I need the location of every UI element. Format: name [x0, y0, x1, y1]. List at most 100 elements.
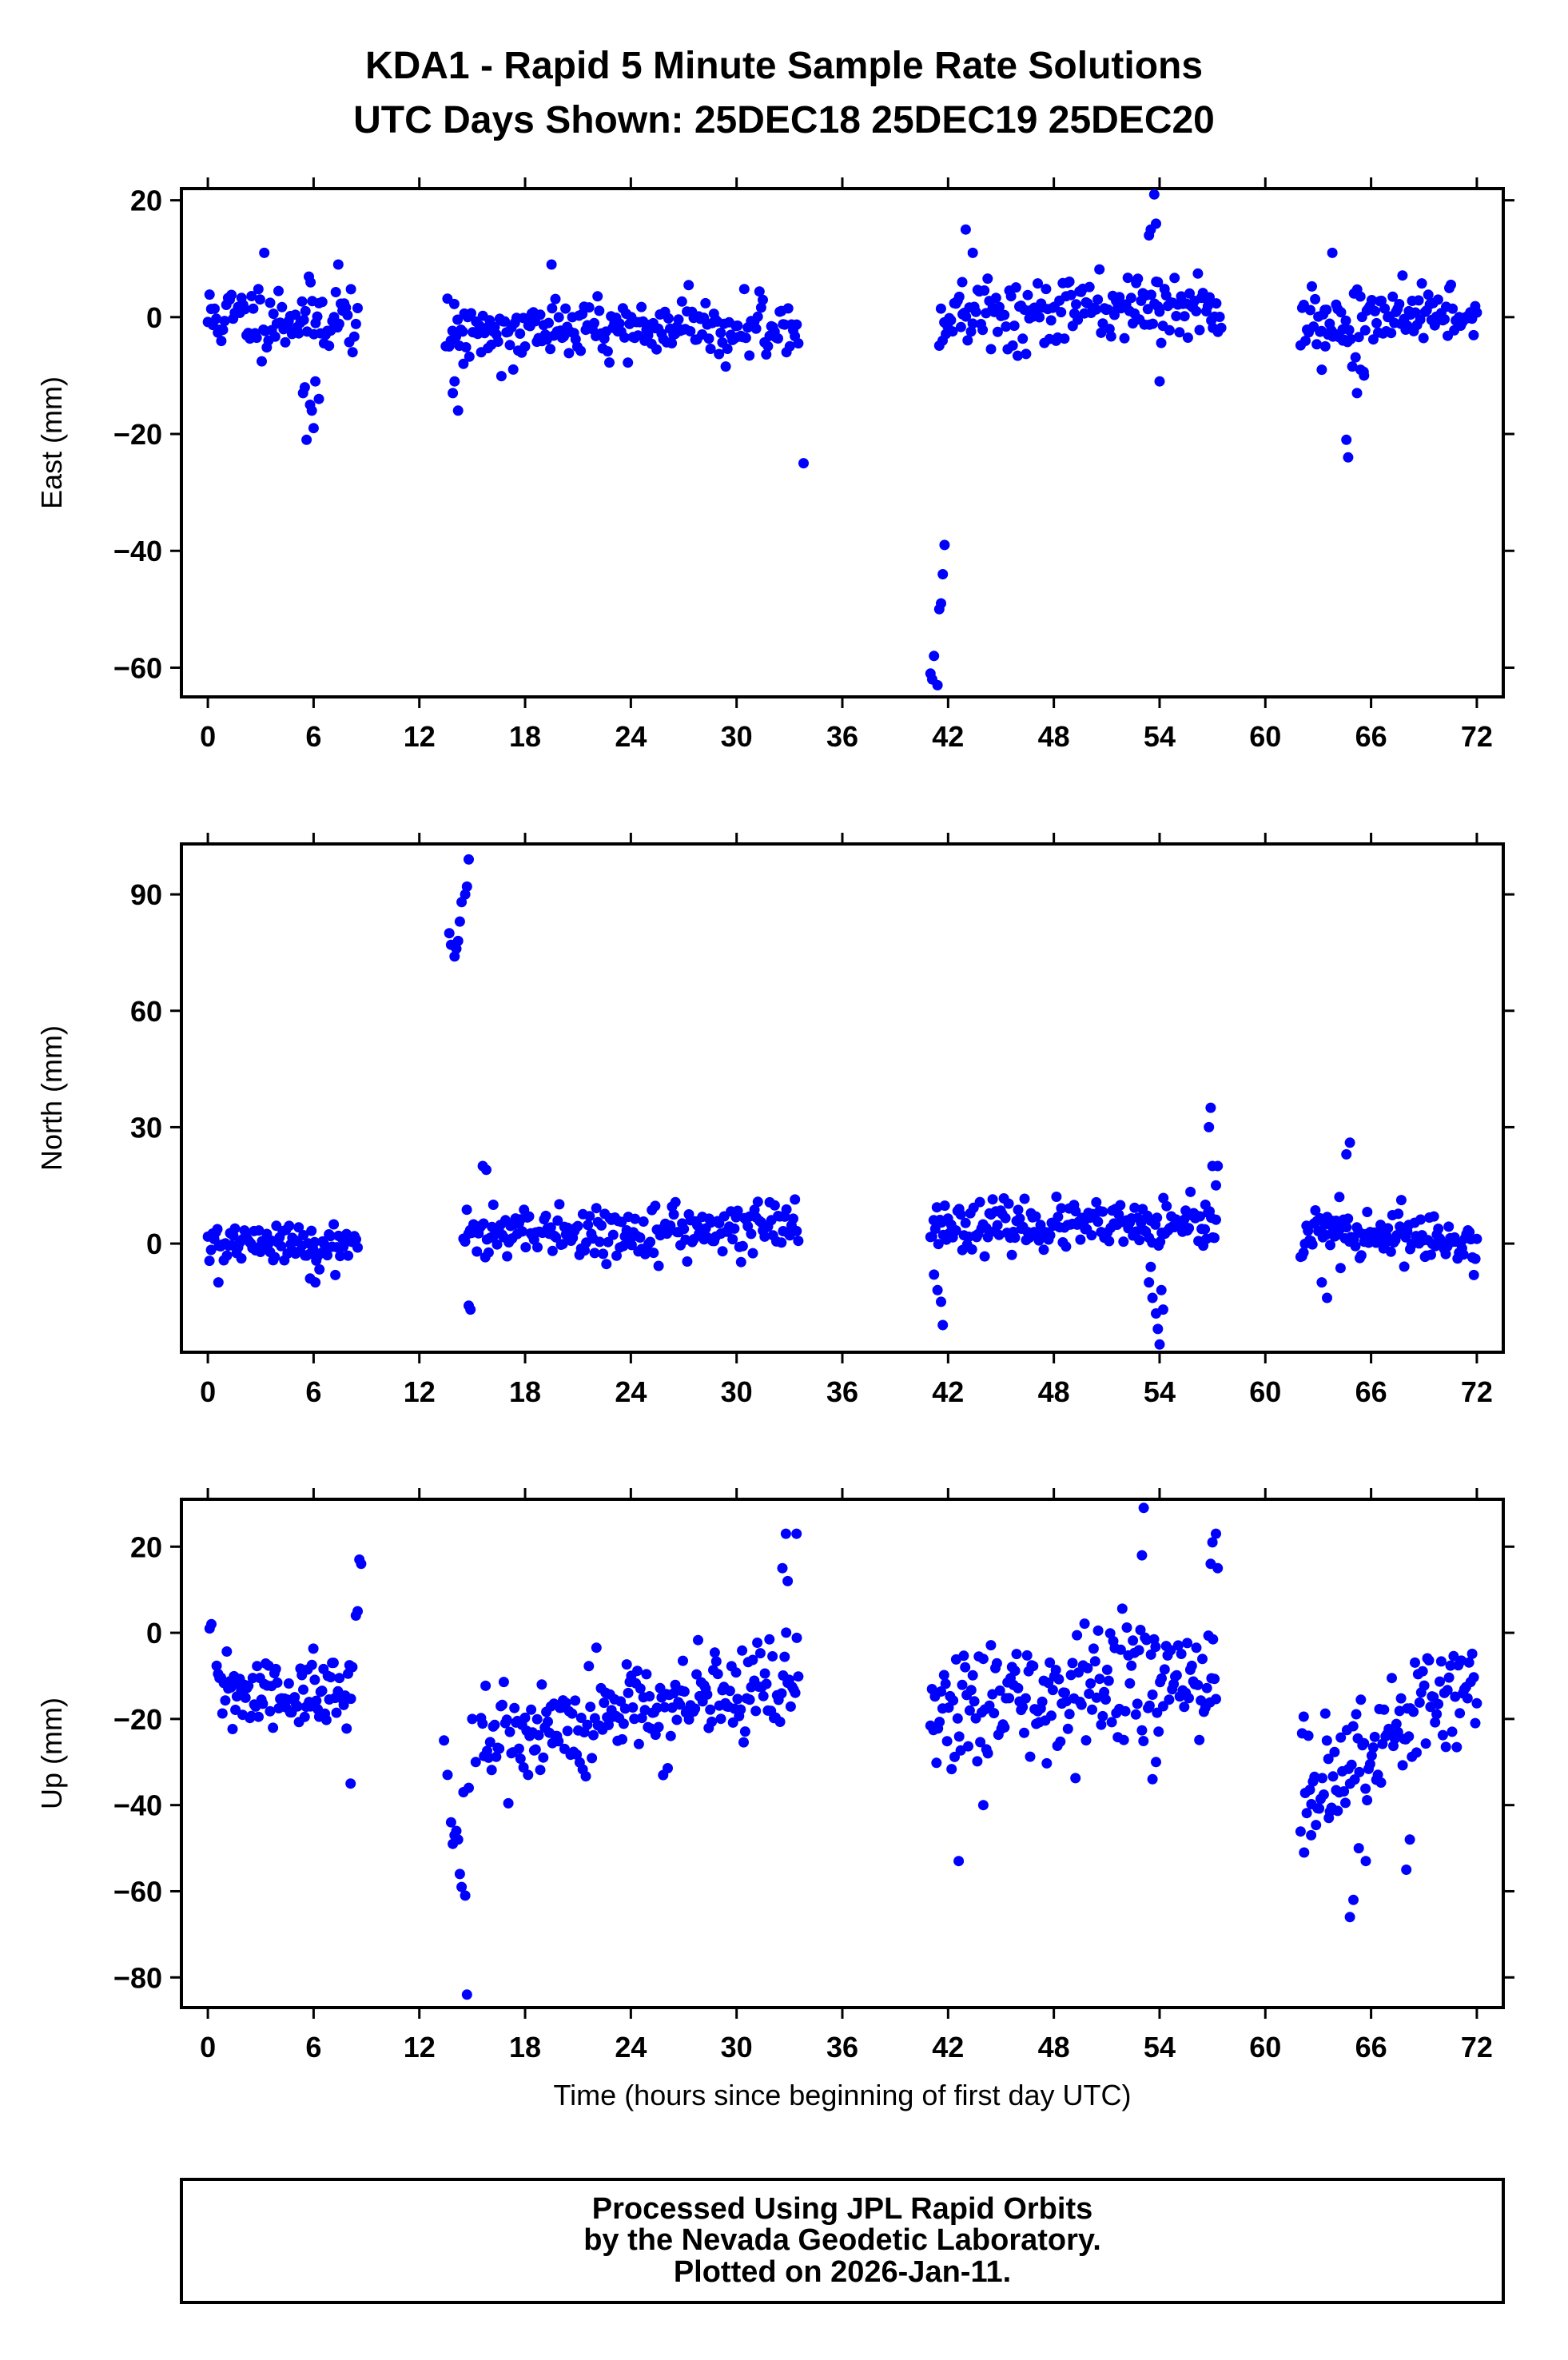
up-data-point — [1323, 1813, 1335, 1824]
up-data-point — [1009, 1666, 1021, 1677]
north-data-point — [461, 881, 472, 892]
east-data-point — [1214, 312, 1225, 322]
east-data-point — [216, 336, 227, 347]
east-data-point — [1371, 317, 1382, 328]
up-data-point — [739, 1726, 750, 1737]
up-data-point — [1346, 1759, 1357, 1770]
up-data-point — [1347, 1721, 1359, 1732]
up-x-tick-label: 0 — [200, 2031, 216, 2064]
east-data-point — [1307, 281, 1317, 292]
east-data-point — [535, 309, 546, 320]
east-y-axis-label: East (mm) — [35, 376, 68, 509]
up-data-point — [467, 1713, 478, 1725]
east-data-point — [1416, 278, 1427, 289]
east-data-point — [345, 284, 356, 295]
east-data-point — [715, 328, 726, 338]
up-data-point — [1435, 1676, 1445, 1687]
up-data-point — [730, 1667, 742, 1678]
up-data-point — [1463, 1657, 1474, 1668]
north-data-point — [732, 1205, 743, 1216]
east-data-point — [352, 303, 363, 313]
up-data-point — [328, 1658, 339, 1669]
east-data-point — [937, 569, 949, 579]
north-data-point — [520, 1242, 531, 1253]
east-data-point — [722, 344, 733, 354]
east-data-point — [676, 296, 687, 307]
up-data-point — [977, 1800, 989, 1811]
up-data-point — [952, 1713, 963, 1724]
north-data-point — [1131, 1226, 1142, 1237]
north-data-point — [682, 1256, 693, 1267]
up-data-point — [953, 1731, 965, 1742]
up-data-point — [941, 1736, 953, 1747]
up-data-point — [585, 1701, 596, 1713]
east-data-point — [1065, 289, 1077, 300]
east-data-point — [683, 280, 694, 291]
east-data-point — [1347, 361, 1358, 372]
east-data-point — [1300, 336, 1311, 346]
up-data-point — [1197, 1654, 1208, 1665]
north-data-point — [638, 1216, 649, 1227]
up-data-point — [1435, 1656, 1447, 1667]
north-data-point — [523, 1211, 535, 1222]
north-data-point — [325, 1231, 336, 1242]
north-data-point — [1204, 1121, 1215, 1132]
up-y-tick-label: 0 — [146, 1617, 162, 1650]
east-data-point — [1041, 284, 1052, 295]
north-data-point — [306, 1225, 317, 1236]
east-data-point — [342, 309, 353, 320]
north-x-tick-label: 36 — [826, 1375, 858, 1408]
up-data-point — [1462, 1693, 1473, 1704]
up-data-point — [439, 1735, 450, 1746]
north-data-point — [626, 1240, 637, 1251]
up-data-point — [691, 1669, 702, 1680]
east-x-tick-label: 30 — [721, 720, 753, 753]
north-data-point — [1350, 1240, 1361, 1252]
up-data-point — [1194, 1734, 1205, 1745]
north-data-point — [309, 1236, 320, 1248]
east-data-point — [1148, 189, 1160, 200]
up-data-point — [489, 1719, 500, 1730]
up-data-point — [442, 1769, 453, 1781]
north-data-point — [607, 1229, 619, 1240]
up-data-point — [217, 1708, 228, 1719]
up-data-point — [1367, 1742, 1379, 1753]
up-data-point — [744, 1694, 755, 1705]
north-data-point — [483, 1247, 494, 1258]
up-data-point — [1431, 1709, 1443, 1720]
up-data-point — [1397, 1760, 1408, 1771]
east-data-point — [1132, 273, 1144, 285]
up-data-point — [1164, 1694, 1175, 1705]
east-data-point — [273, 285, 284, 296]
up-data-point — [934, 1717, 945, 1728]
east-data-point — [1359, 324, 1371, 336]
up-data-point — [265, 1705, 276, 1717]
up-data-point — [936, 1686, 946, 1697]
up-data-point — [582, 1719, 593, 1730]
up-data-point — [1207, 1537, 1218, 1548]
east-data-point — [1007, 340, 1018, 351]
north-data-point — [460, 889, 471, 900]
north-data-point — [747, 1248, 758, 1259]
up-data-point — [1391, 1718, 1402, 1729]
north-data-point — [572, 1220, 583, 1232]
north-data-point — [788, 1213, 798, 1224]
north-data-point — [1051, 1192, 1062, 1202]
east-data-point — [929, 651, 940, 662]
up-data-point — [220, 1695, 231, 1706]
up-data-point — [727, 1717, 738, 1728]
up-data-point — [1152, 1707, 1163, 1718]
north-x-tick-label: 18 — [509, 1375, 541, 1408]
up-y-tick-label: −20 — [113, 1703, 162, 1736]
north-data-point — [601, 1259, 612, 1270]
east-data-point — [254, 294, 265, 305]
up-data-point — [1335, 1732, 1347, 1743]
up-data-point — [1132, 1698, 1143, 1709]
up-data-point — [1419, 1680, 1430, 1691]
north-data-point — [727, 1234, 738, 1245]
up-data-point — [735, 1704, 746, 1715]
north-data-point — [1053, 1212, 1064, 1223]
east-data-point — [1387, 291, 1399, 302]
up-data-point — [938, 1670, 949, 1681]
